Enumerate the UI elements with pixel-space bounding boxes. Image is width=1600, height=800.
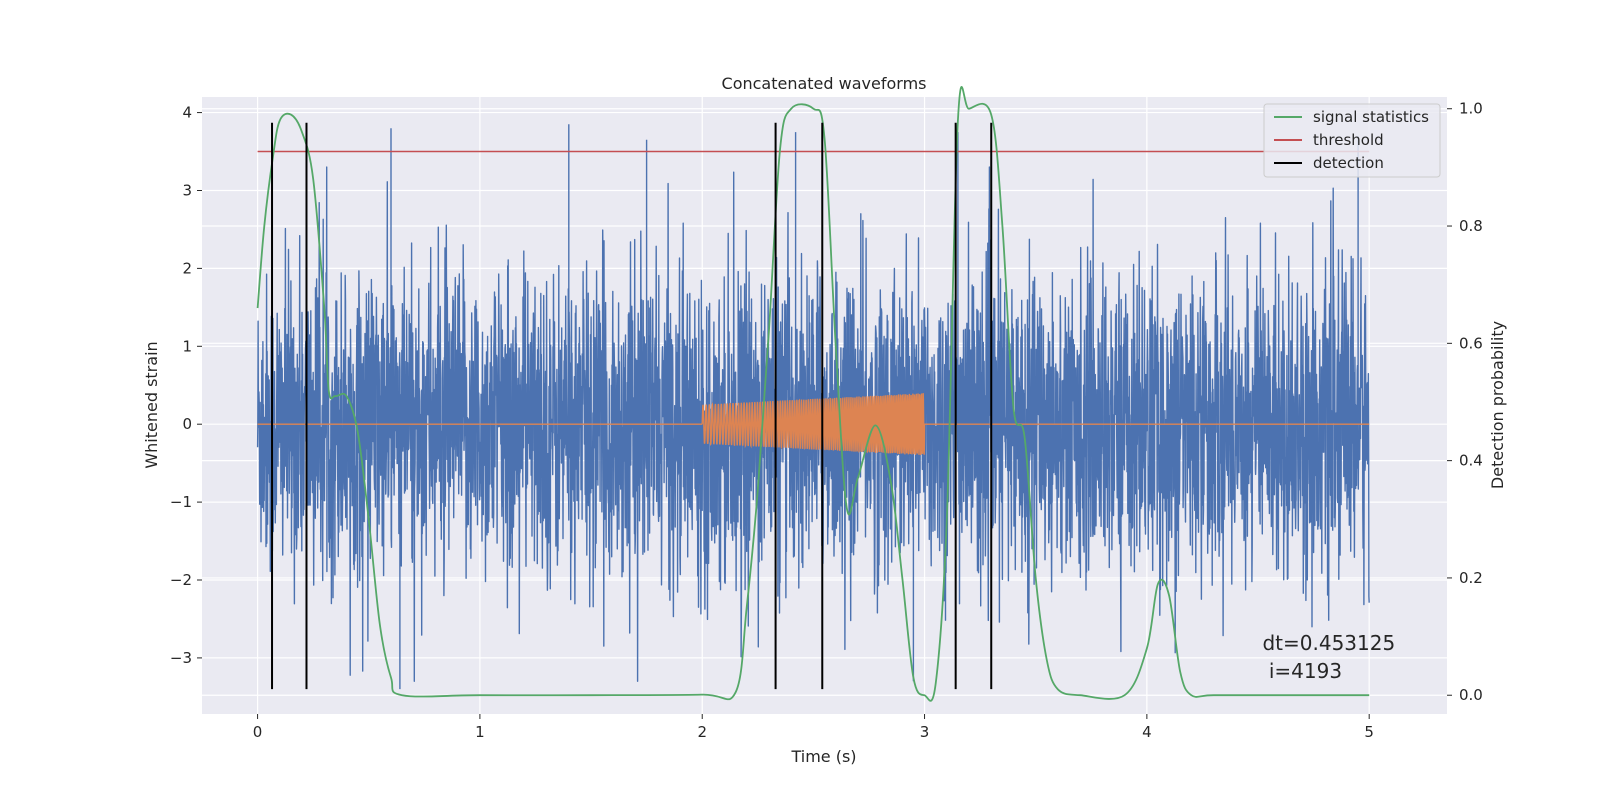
- x-tick-label: 1: [475, 723, 485, 741]
- annotation-dt: dt=0.453125: [1262, 631, 1395, 655]
- y-axis-right: 0.0 0.2 0.4 0.6 0.8 1.0: [1447, 100, 1483, 704]
- y2-tick-label: 0.2: [1459, 569, 1483, 587]
- injected-waveform-series: [257, 393, 1370, 456]
- signal-statistics-line: [256, 86, 1370, 702]
- annotation: dt=0.453125 i=4193: [1262, 631, 1395, 683]
- legend: signal statistics threshold detection: [1263, 103, 1441, 178]
- strain-noise-series: [256, 124, 1370, 690]
- y-axis-title: Whitened strain: [142, 341, 161, 468]
- chart-title: Concatenated waveforms: [722, 74, 927, 93]
- y2-tick-label: 0.0: [1459, 686, 1483, 704]
- y2-tick-label: 1.0: [1459, 100, 1483, 118]
- legend-box: [1263, 103, 1441, 178]
- x-axis: 0 1 2 3 4 5: [253, 714, 1374, 741]
- y2-tick-label: 0.6: [1459, 334, 1483, 352]
- x-tick-label: 3: [920, 723, 930, 741]
- y-tick-label: 0: [182, 415, 192, 433]
- x-tick-label: 2: [697, 723, 707, 741]
- legend-label-threshold: threshold: [1313, 131, 1384, 149]
- strain-noise-line: [256, 124, 1370, 690]
- y2-tick-label: 0.8: [1459, 217, 1483, 235]
- annotation-index: i=4193: [1262, 659, 1342, 683]
- y-tick-label: 1: [182, 337, 192, 355]
- legend-label-detection: detection: [1313, 154, 1384, 172]
- y2-tick-label: 0.4: [1459, 452, 1483, 470]
- x-tick-label: 5: [1364, 723, 1374, 741]
- x-tick-label: 0: [253, 723, 263, 741]
- legend-label-signal-statistics: signal statistics: [1313, 108, 1429, 126]
- y-tick-label: 2: [182, 259, 192, 277]
- detection-series: [271, 122, 993, 690]
- x-tick-label: 4: [1142, 723, 1152, 741]
- y2-axis-title: Detection probability: [1488, 321, 1507, 489]
- y-tick-label: −1: [170, 493, 192, 511]
- y-axis-left: −3 −2 −1 0 1 2 3 4: [170, 104, 202, 667]
- y-tick-label: −2: [170, 571, 192, 589]
- signal-statistics-series: [256, 86, 1370, 702]
- y-tick-label: 4: [182, 104, 192, 122]
- injected-waveform-line: [257, 393, 1370, 456]
- y-tick-label: 3: [182, 181, 192, 199]
- y-tick-label: −3: [170, 649, 192, 667]
- x-axis-title: Time (s): [790, 747, 856, 766]
